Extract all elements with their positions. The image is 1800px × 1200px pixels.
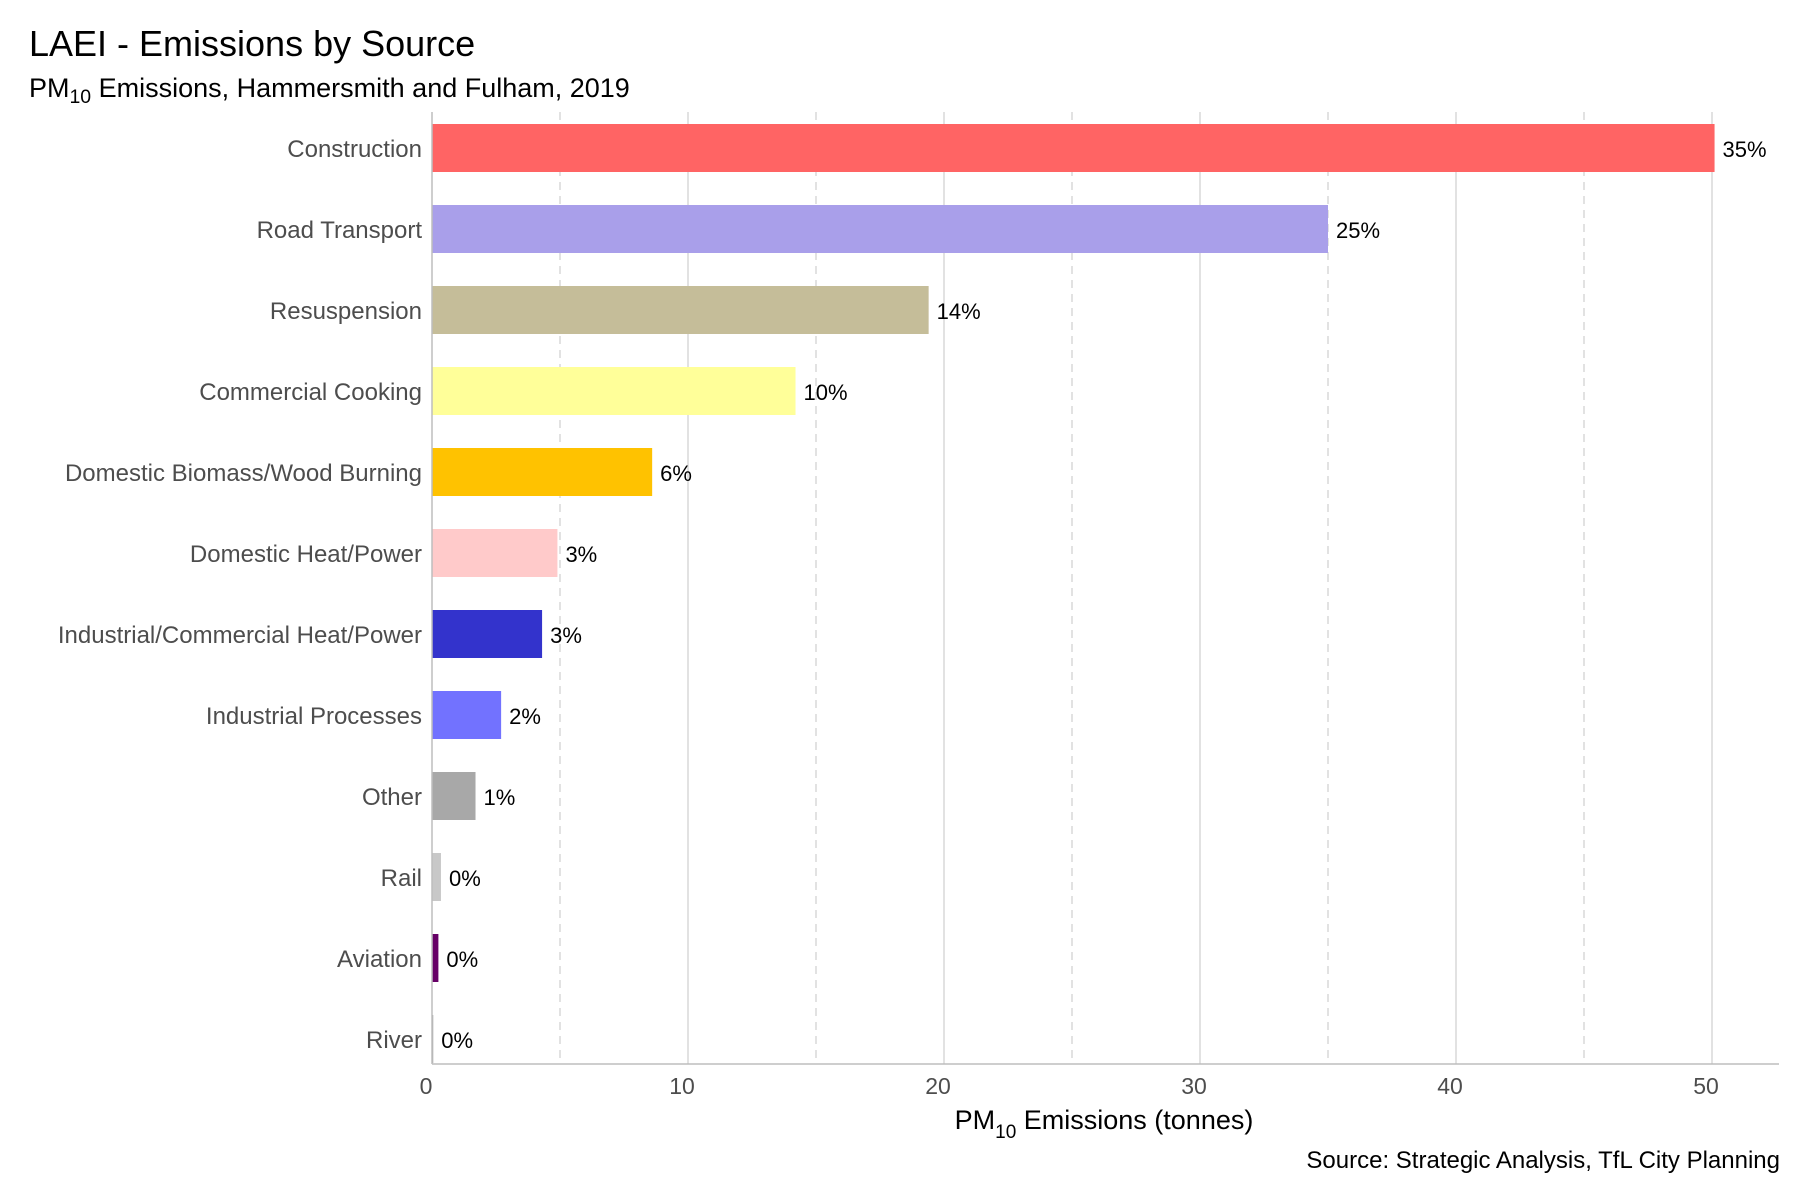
chart-subtitle: PM10 Emissions, Hammersmith and Fulham, … xyxy=(29,71,630,109)
x-tick-label: 0 xyxy=(420,1073,433,1099)
chart-title: LAEI - Emissions by Source xyxy=(29,23,476,64)
category-label: Industrial Processes xyxy=(206,703,422,730)
data-label: 14% xyxy=(937,299,981,324)
category-label: Commercial Cooking xyxy=(199,379,422,406)
data-label: 0% xyxy=(441,1028,473,1053)
category-label: Construction xyxy=(287,136,422,163)
data-label: 3% xyxy=(550,623,582,648)
data-label: 10% xyxy=(804,380,848,405)
data-label: 1% xyxy=(484,785,516,810)
category-label: River xyxy=(366,1027,422,1054)
x-tick-label: 40 xyxy=(1437,1073,1463,1099)
x-tick-label: 30 xyxy=(1181,1073,1207,1099)
bar xyxy=(432,448,653,496)
x-axis-label-post: Emissions (tonnes) xyxy=(1016,1105,1253,1135)
bar xyxy=(432,691,502,739)
x-tick-labels: 0 10 20 30 40 50 xyxy=(420,1073,1719,1099)
x-tick-label: 50 xyxy=(1693,1073,1719,1099)
grid-lines xyxy=(559,112,1713,1064)
bar xyxy=(432,934,439,982)
x-axis-label-sub: 10 xyxy=(995,1122,1016,1143)
bars xyxy=(432,124,1715,1063)
bar xyxy=(432,124,1715,172)
x-tick-label: 10 xyxy=(669,1073,695,1099)
category-label: Industrial/Commercial Heat/Power xyxy=(58,622,422,649)
data-label: 35% xyxy=(1723,137,1767,162)
category-label: Resuspension xyxy=(270,298,422,325)
bar xyxy=(432,205,1328,253)
data-label: 0% xyxy=(446,947,478,972)
data-label: 2% xyxy=(509,704,541,729)
category-label: Other xyxy=(362,784,422,811)
category-label: Domestic Heat/Power xyxy=(190,541,422,568)
bar xyxy=(432,610,543,658)
category-labels: Construction Road Transport Resuspension Co… xyxy=(58,136,422,1054)
bar xyxy=(432,772,476,820)
source-caption: Source: Strategic Analysis, TfL City Pla… xyxy=(1306,1147,1780,1174)
bar xyxy=(432,853,441,901)
data-label: 25% xyxy=(1336,218,1380,243)
x-axis-label: PM10 Emissions (tonnes) xyxy=(955,1105,1254,1143)
x-axis-label-pre: PM xyxy=(955,1105,996,1135)
axes xyxy=(431,112,1779,1065)
subtitle-pre: PM xyxy=(29,73,70,103)
data-label: 6% xyxy=(660,461,692,486)
data-label: 3% xyxy=(565,542,597,567)
subtitle-sub: 10 xyxy=(69,86,92,109)
bar xyxy=(432,529,558,577)
category-label: Rail xyxy=(381,865,422,892)
category-label: Aviation xyxy=(337,946,422,973)
value-labels: 35% 25% 14% 10% 6% 3% 3% 2% 1% 0% 0% 0% xyxy=(441,137,1766,1053)
x-tick-label: 20 xyxy=(925,1073,951,1099)
subtitle-post: Emissions, Hammersmith and Fulham, 2019 xyxy=(91,73,630,103)
category-label: Road Transport xyxy=(257,217,423,244)
bar xyxy=(432,367,796,415)
category-label: Domestic Biomass/Wood Burning xyxy=(65,460,422,487)
bar xyxy=(432,286,929,334)
data-label: 0% xyxy=(449,866,481,891)
